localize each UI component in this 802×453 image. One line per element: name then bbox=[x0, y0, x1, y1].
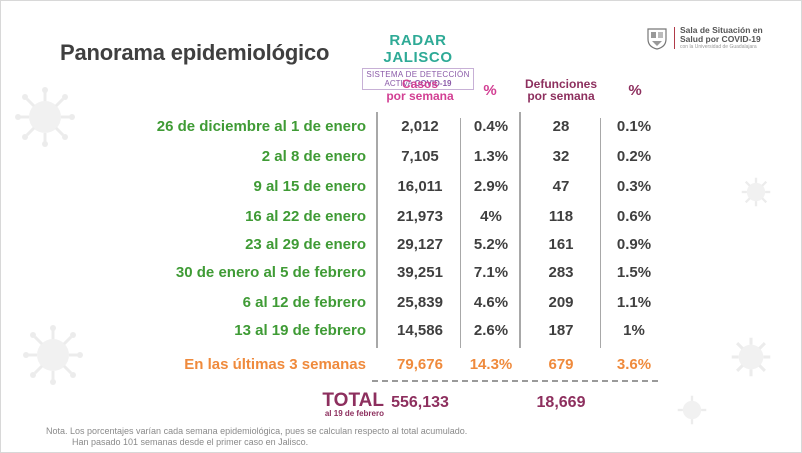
logo-line-1: Sala de Situación en bbox=[680, 25, 763, 35]
row-pct-def: 1.1% bbox=[616, 294, 652, 311]
total-casos: 556,133 bbox=[391, 394, 449, 411]
row-pct-def: 0.6% bbox=[616, 208, 652, 225]
row-label: 30 de enero al 5 de febrero bbox=[175, 264, 366, 281]
row-pct-casos: 4% bbox=[480, 208, 502, 225]
header-casos: Casos por semana bbox=[378, 78, 462, 102]
row-defunciones: 47 bbox=[552, 178, 570, 195]
table-row: 6 al 12 de febrero 25,839 4.6% 209 1.1% bbox=[0, 290, 802, 316]
row-pct-def: 1% bbox=[623, 322, 645, 339]
row-label: 16 al 22 de enero bbox=[245, 208, 366, 225]
row-casos: 25,839 bbox=[397, 294, 443, 311]
radar-title: RADAR JALISCO bbox=[383, 32, 453, 66]
summary-defunciones: 679 bbox=[548, 356, 574, 373]
radar-subtitle-2b: COVID-19 bbox=[414, 79, 452, 88]
logo-line-2: Salud por COVID-19 bbox=[680, 34, 761, 44]
header-def-1: Defunciones bbox=[524, 77, 597, 91]
total-defunciones: 18,669 bbox=[536, 394, 586, 411]
row-pct-def: 0.2% bbox=[616, 148, 652, 165]
row-pct-def: 0.3% bbox=[616, 178, 652, 195]
header-pct-def: % bbox=[628, 82, 642, 99]
row-pct-casos: 4.6% bbox=[473, 294, 509, 311]
row-pct-casos: 2.6% bbox=[473, 322, 509, 339]
row-defunciones: 161 bbox=[548, 236, 574, 253]
radar-jalisco-logo: RADAR JALISCO SISTEMA DE DETECCIÓN ACTIV… bbox=[356, 32, 480, 90]
header-casos-2: por semana bbox=[386, 89, 454, 103]
row-label: 9 al 15 de enero bbox=[253, 178, 366, 195]
radar-subtitle-2: ACTIVA COVID-19 bbox=[365, 79, 471, 88]
row-pct-def: 1.5% bbox=[616, 264, 652, 281]
page-title: Panorama epidemiológico bbox=[60, 40, 330, 65]
row-defunciones: 32 bbox=[552, 148, 570, 165]
column-divider bbox=[600, 118, 601, 348]
table-row: 16 al 22 de enero 21,973 4% 118 0.6% bbox=[0, 204, 802, 230]
summary-casos: 79,676 bbox=[397, 356, 443, 373]
row-casos: 2,012 bbox=[401, 118, 439, 135]
summary-pct-casos: 14.3% bbox=[469, 356, 513, 373]
table-row: 26 de diciembre al 1 de enero 2,012 0.4%… bbox=[0, 114, 802, 140]
logo-separator bbox=[674, 27, 675, 49]
footnote-1: Nota. Los porcentajes varían cada semana… bbox=[46, 426, 468, 436]
row-defunciones: 118 bbox=[548, 208, 574, 225]
row-label: 26 de diciembre al 1 de enero bbox=[156, 118, 366, 135]
column-divider bbox=[519, 112, 521, 348]
row-pct-def: 0.9% bbox=[616, 236, 652, 253]
header-def-2: por semana bbox=[527, 89, 595, 103]
row-defunciones: 28 bbox=[552, 118, 570, 135]
header-defunciones: Defunciones por semana bbox=[520, 78, 602, 102]
row-casos: 14,586 bbox=[397, 322, 443, 339]
virus-icon bbox=[677, 395, 707, 425]
row-defunciones: 209 bbox=[548, 294, 574, 311]
summary-pct-def: 3.6% bbox=[616, 356, 652, 373]
logo-line-3: con la Universidad de Guadalajara bbox=[680, 44, 757, 50]
header-casos-1: Casos bbox=[401, 77, 439, 91]
row-casos: 21,973 bbox=[397, 208, 443, 225]
virus-icon bbox=[15, 87, 75, 147]
row-defunciones: 283 bbox=[548, 264, 574, 281]
total-sublabel: al 19 de febrero bbox=[324, 409, 384, 418]
row-label: 2 al 8 de enero bbox=[261, 148, 366, 165]
virus-icon bbox=[741, 177, 771, 207]
radar-subtitle-box: SISTEMA DE DETECCIÓN ACTIVA COVID-19 bbox=[362, 68, 474, 90]
row-defunciones: 187 bbox=[548, 322, 574, 339]
row-label: 6 al 12 de febrero bbox=[242, 294, 366, 311]
table-row: 13 al 19 de febrero 14,586 2.6% 187 1% bbox=[0, 318, 802, 344]
row-label: 13 al 19 de febrero bbox=[234, 322, 366, 339]
radar-subtitle-2a: ACTIVA bbox=[384, 79, 415, 88]
table-row: 2 al 8 de enero 7,105 1.3% 32 0.2% bbox=[0, 144, 802, 170]
virus-icon bbox=[731, 337, 771, 377]
header-pct-casos: % bbox=[483, 82, 497, 99]
footnote-2: Han pasado 101 semanas desde el primer c… bbox=[72, 437, 309, 447]
dashed-divider bbox=[372, 380, 658, 382]
jalisco-seal-icon bbox=[647, 28, 667, 50]
row-casos: 7,105 bbox=[401, 148, 439, 165]
table-row: 9 al 15 de enero 16,011 2.9% 47 0.3% bbox=[0, 174, 802, 200]
total-label: TOTAL bbox=[322, 390, 384, 411]
row-pct-casos: 1.3% bbox=[473, 148, 509, 165]
summary-label: En las últimas 3 semanas bbox=[184, 356, 366, 373]
virus-icon bbox=[23, 325, 83, 385]
row-label: 23 al 29 de enero bbox=[245, 236, 366, 253]
radar-subtitle-1: SISTEMA DE DETECCIÓN bbox=[366, 70, 470, 79]
row-pct-casos: 2.9% bbox=[473, 178, 509, 195]
row-pct-def: 0.1% bbox=[616, 118, 652, 135]
row-pct-casos: 7.1% bbox=[473, 264, 509, 281]
table-row: 23 al 29 de enero 29,127 5.2% 161 0.9% bbox=[0, 232, 802, 258]
summary-row: En las últimas 3 semanas 79,676 14.3% 67… bbox=[0, 352, 802, 378]
row-pct-casos: 5.2% bbox=[473, 236, 509, 253]
table-row: 30 de enero al 5 de febrero 39,251 7.1% … bbox=[0, 260, 802, 286]
row-pct-casos: 0.4% bbox=[473, 118, 509, 135]
row-casos: 16,011 bbox=[397, 178, 443, 195]
row-casos: 29,127 bbox=[397, 236, 443, 253]
sala-situacion-logo: Sala de Situación en Salud por COVID-19 … bbox=[646, 25, 776, 52]
column-divider bbox=[376, 112, 378, 348]
column-divider bbox=[460, 118, 461, 348]
row-casos: 39,251 bbox=[397, 264, 443, 281]
